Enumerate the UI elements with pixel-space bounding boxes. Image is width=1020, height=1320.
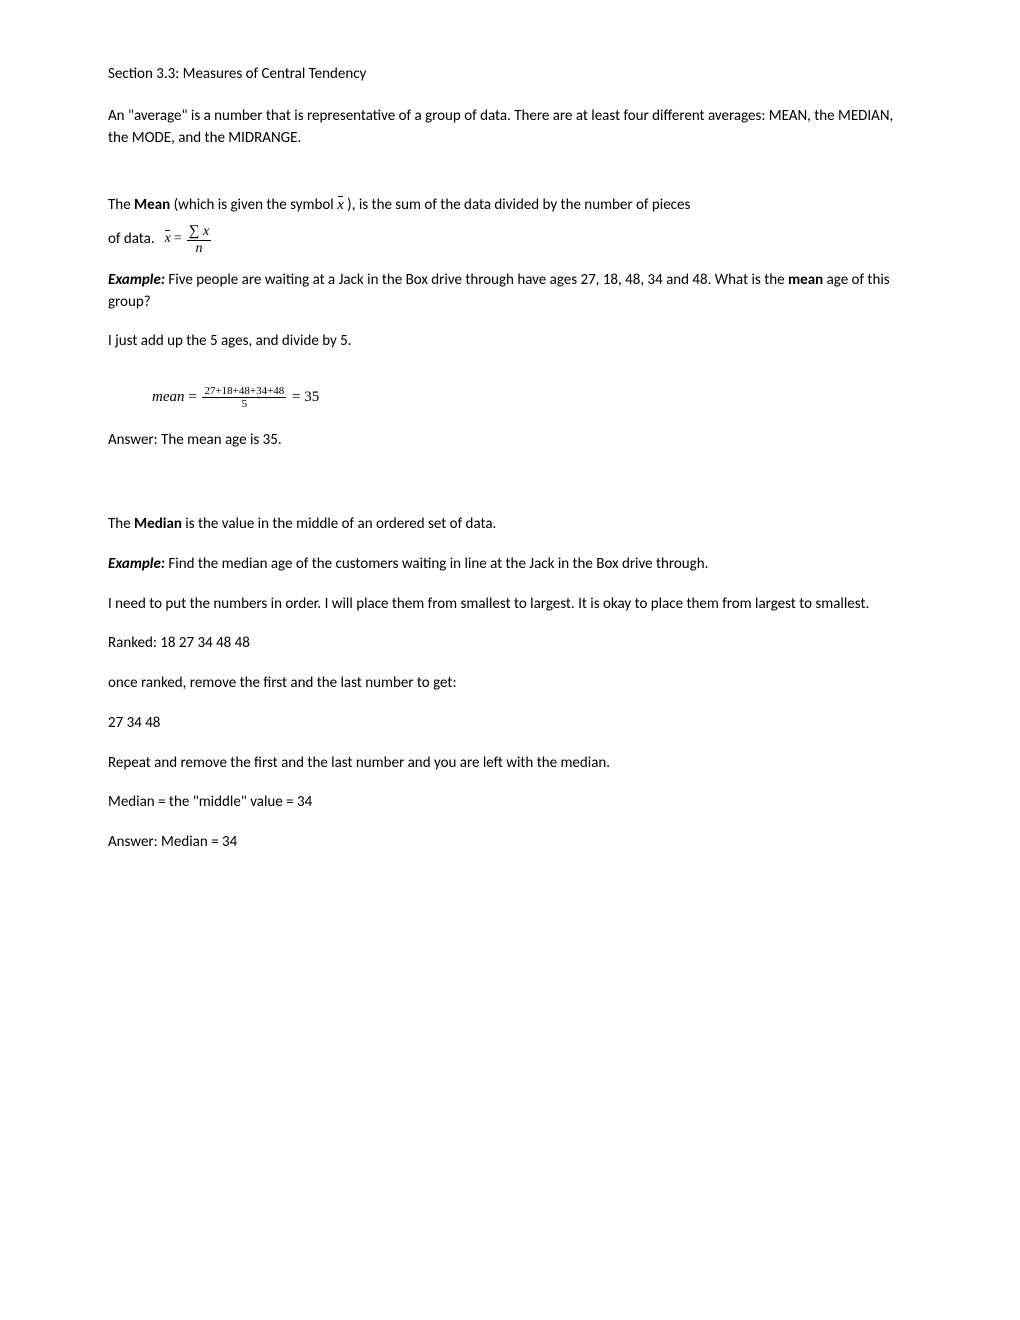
remaining-values: 27 34 48 — [108, 713, 912, 735]
intro-paragraph: An "average" is a number that is represe… — [108, 106, 912, 150]
text: ), is the sum of the data divided by the… — [344, 196, 691, 214]
median-step2: once ranked, remove the first and the la… — [108, 673, 912, 695]
median-definition: The Median is the value in the middle of… — [108, 514, 912, 536]
fraction: ∑ x n — [187, 223, 211, 256]
mean-step-text: I just add up the 5 ages, and divide by … — [108, 331, 912, 353]
example-label: Example: — [108, 555, 165, 573]
median-value-line: Median = the "middle" value = 34 — [108, 792, 912, 814]
example1-paragraph: Example: Five people are waiting at a Ja… — [108, 270, 912, 314]
median-label: Median — [134, 515, 182, 533]
median-answer: Answer: Median = 34 — [108, 832, 912, 854]
equals: = — [185, 389, 201, 405]
text: Find the median age of the customers wai… — [165, 555, 708, 573]
median-step1: I need to put the numbers in order. I wi… — [108, 594, 912, 616]
example-label: Example: — [108, 271, 165, 289]
xbar-symbol: x — [165, 229, 171, 249]
ranked-values: Ranked: 18 27 34 48 48 — [108, 633, 912, 655]
section-title: Section 3.3: Measures of Central Tendenc… — [108, 64, 912, 86]
median-step3: Repeat and remove the first and the last… — [108, 753, 912, 775]
mean-word: mean — [152, 389, 185, 405]
denominator: 5 — [240, 398, 250, 410]
text: (which is given the symbol — [170, 196, 337, 214]
equals-sign: = — [174, 229, 182, 249]
example2-paragraph: Example: Find the median age of the cust… — [108, 554, 912, 576]
mean-label: Mean — [134, 196, 170, 214]
fraction: 27+18+48+34+48 5 — [202, 385, 286, 410]
mean-bold: mean — [788, 271, 823, 289]
text: The — [108, 515, 134, 533]
mean-definition-line1: The Mean (which is given the symbol x ),… — [108, 195, 912, 217]
document-page: Section 3.3: Measures of Central Tendenc… — [0, 0, 1020, 854]
numerator: ∑ x — [187, 223, 211, 241]
mean-definition-line2: of data. x = ∑ x n — [108, 223, 912, 256]
mean-formula: x = ∑ x n — [165, 223, 214, 256]
result: = 35 — [292, 389, 319, 405]
xbar-symbol: x — [337, 195, 344, 217]
numerator: 27+18+48+34+48 — [202, 385, 286, 398]
text: The — [108, 196, 134, 214]
text: Five people are waiting at a Jack in the… — [165, 271, 788, 289]
denominator: n — [193, 241, 204, 256]
mean-answer: Answer: The mean age is 35. — [108, 430, 912, 452]
mean-calculation: mean = 27+18+48+34+48 5 = 35 — [108, 385, 912, 410]
of-data-text: of data. — [108, 229, 155, 251]
text: is the value in the middle of an ordered… — [182, 515, 496, 533]
